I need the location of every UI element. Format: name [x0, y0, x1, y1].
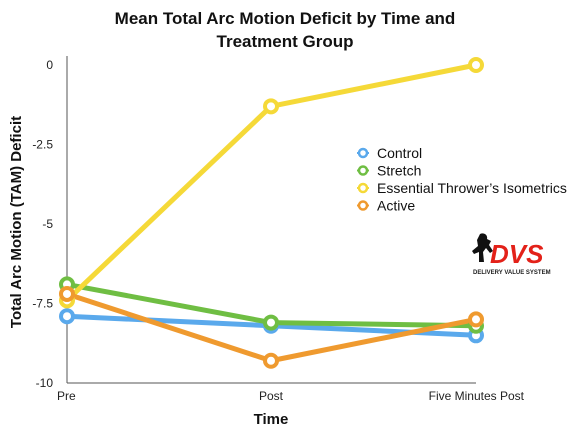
x-tick-labels: Pre Post Five Minutes Post: [57, 389, 525, 403]
y-tick-label: -10: [36, 376, 54, 390]
legend-marker-active: [357, 200, 369, 211]
dvs-logo-icon: DVS DELIVERY VALUE SYSTEM: [472, 233, 551, 276]
data-point-essential-thrower-s-isometrics: [468, 57, 484, 73]
legend-label-control: Control: [377, 145, 422, 161]
legend-marker-essential-thrower-s-isometrics: [357, 182, 369, 194]
y-tick-label: -2.5: [32, 138, 53, 152]
y-tick-label: 0: [46, 58, 53, 72]
chart-title-line-1: Mean Total Arc Motion Deficit by Time an…: [115, 9, 456, 28]
data-point-active: [59, 285, 75, 302]
y-tick-labels: 0 -2.5 -5 -7.5 -10: [32, 58, 53, 390]
data-point-control: [59, 308, 75, 325]
legend-label-essential-thrower-s-isometrics: Essential Thrower’s Isometrics: [377, 180, 567, 196]
chart-title-line-2: Treatment Group: [217, 32, 354, 51]
svg-text:DVS: DVS: [490, 239, 544, 269]
x-axis-label: Time: [254, 411, 289, 428]
data-point-active: [468, 311, 484, 328]
x-tick-label: Five Minutes Post: [429, 389, 525, 403]
data-point-essential-thrower-s-isometrics: [263, 98, 279, 115]
x-tick-label: Pre: [57, 389, 76, 403]
y-axis-label: Total Arc Motion (TAM) Deficit: [8, 116, 25, 328]
data-point-active: [263, 352, 279, 369]
legend-marker-control: [357, 147, 369, 159]
legend-label-stretch: Stretch: [377, 163, 421, 179]
legend-label-active: Active: [377, 198, 415, 214]
x-tick-label: Post: [259, 389, 284, 403]
svg-text:DELIVERY VALUE SYSTEM: DELIVERY VALUE SYSTEM: [473, 270, 551, 276]
pitcher-silhouette-icon: [472, 233, 493, 262]
y-tick-label: -7.5: [32, 297, 53, 311]
legend-marker-stretch: [357, 165, 369, 176]
series-points: [59, 57, 484, 369]
y-tick-label: -5: [42, 217, 53, 231]
data-point-stretch: [263, 314, 279, 331]
